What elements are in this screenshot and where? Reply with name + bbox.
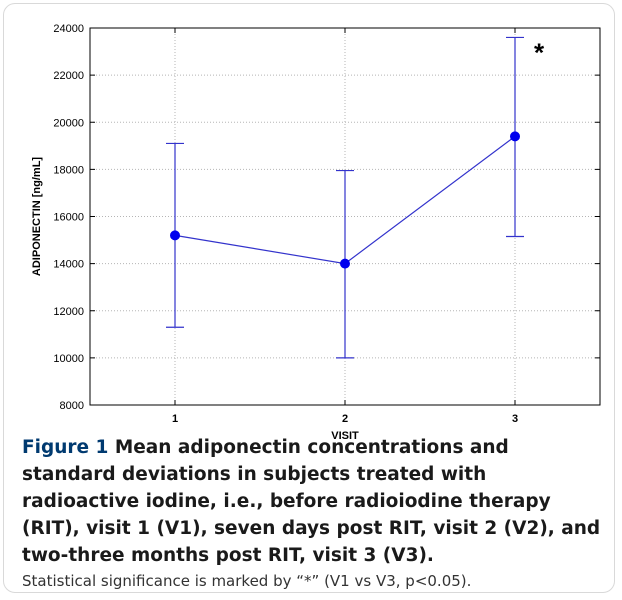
y-tick-label: 16000 bbox=[53, 212, 84, 224]
caption-note: Statistical significance is marked by “*… bbox=[22, 572, 472, 590]
y-tick-label: 20000 bbox=[53, 117, 84, 129]
y-tick-label: 12000 bbox=[53, 306, 84, 318]
y-tick-label: 14000 bbox=[53, 259, 84, 271]
x-tick-label: 3 bbox=[512, 413, 518, 425]
y-axis-title: ADIPONECTIN [ng/mL] bbox=[31, 157, 43, 276]
x-tick-label: 2 bbox=[342, 413, 348, 425]
caption-title-block: Figure 1 Mean adiponectin concentrations… bbox=[22, 434, 602, 569]
data-point bbox=[340, 258, 350, 269]
data-point bbox=[510, 131, 520, 142]
x-axis-title: VISIT bbox=[331, 430, 359, 440]
data-point bbox=[170, 230, 180, 241]
y-tick-label: 18000 bbox=[53, 164, 84, 176]
figure-caption: Figure 1 Mean adiponectin concentrations… bbox=[22, 434, 602, 592]
x-tick-label: 1 bbox=[172, 413, 178, 425]
adiponectin-chart: 8000 10000 12000 14000 16000 18000 20000 22000 2… bbox=[31, 23, 601, 440]
y-tick-label: 24000 bbox=[53, 23, 84, 35]
plot-frame bbox=[89, 27, 601, 406]
y-tick-label: 10000 bbox=[53, 353, 84, 365]
y-tick-label: 8000 bbox=[60, 400, 84, 412]
y-tick-label: 22000 bbox=[53, 70, 84, 82]
caption-title: Mean adiponectin concentrations and stan… bbox=[22, 437, 601, 566]
figure-label: Figure 1 bbox=[22, 437, 109, 458]
significance-marker: * bbox=[534, 37, 545, 67]
